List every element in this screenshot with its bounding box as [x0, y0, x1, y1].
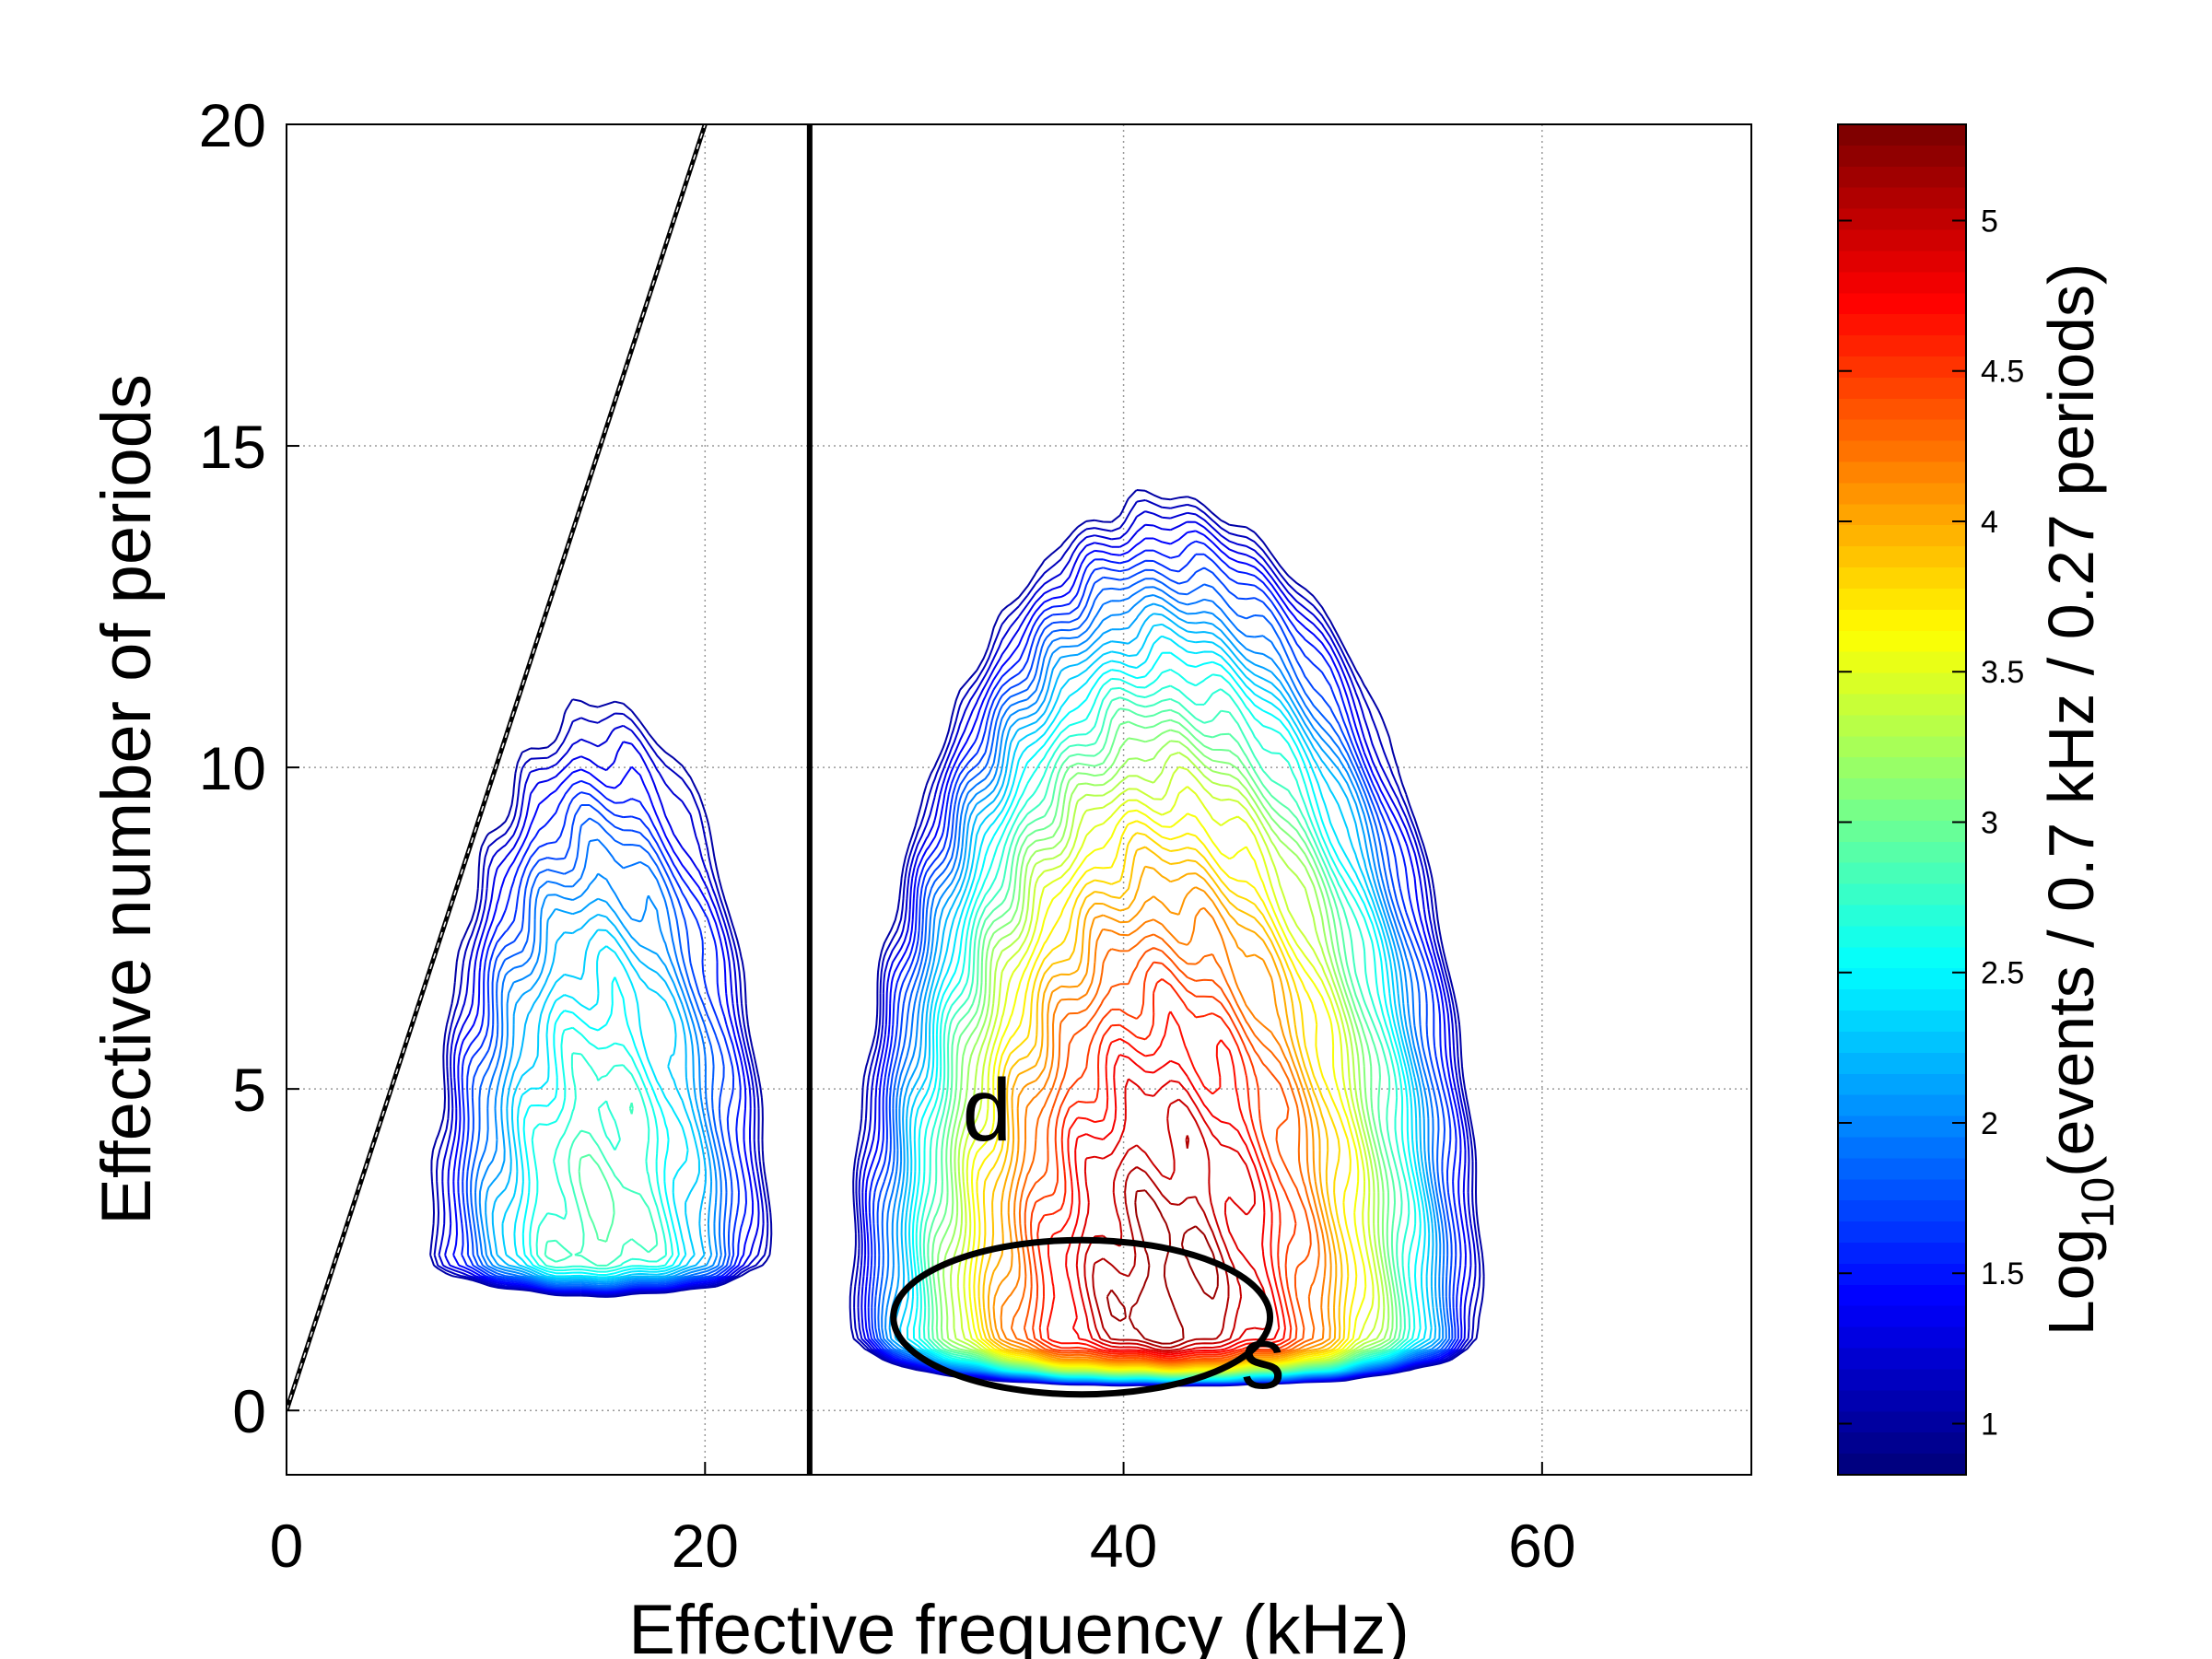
selection-ellipse [890, 1236, 1274, 1398]
overlays [287, 124, 1274, 1475]
annotations: ds [963, 1061, 1285, 1408]
contour-level-4.3 [1010, 933, 1320, 1364]
contour-level-2.5 [521, 651, 1422, 1381]
colorbar-tick-label: 4 [1981, 505, 1998, 540]
contour-level-2.6 [529, 668, 1417, 1380]
contour-level-3.7 [973, 820, 1358, 1372]
contour-level-3.5 [963, 786, 1375, 1373]
annotation-s: s [1241, 1309, 1285, 1408]
colorbar-tick-label: 3 [1981, 805, 1998, 840]
contour-level-5.0 [1083, 1098, 1243, 1351]
contour-level-4.5 [1030, 961, 1298, 1361]
colorbar-label-log: Log [2035, 1228, 2107, 1336]
colorbar-tick-label: 3.5 [1981, 655, 2024, 690]
annotation-d: d [963, 1061, 1012, 1160]
x-tick-label: 20 [672, 1512, 739, 1580]
y-tick-label: 0 [232, 1377, 266, 1445]
colorbar-tick-label: 2.5 [1981, 956, 2024, 991]
x-tick-label: 0 [270, 1512, 304, 1580]
colorbar-label-units: (events / 0.7 kHz / 0.27 periods) [2035, 263, 2107, 1177]
colorbar-tick-label: 1 [1981, 1407, 1998, 1442]
axis-ticks: 0 20 40 60 0 5 10 15 20 [199, 91, 1576, 1580]
colorbar-tick-label: 2 [1981, 1106, 1998, 1141]
x-tick-label: 40 [1090, 1512, 1157, 1580]
contour-level-2.8 [544, 696, 1406, 1378]
contour-level-2.7 [535, 684, 1410, 1379]
contour-level-4.4 [1023, 946, 1312, 1362]
colorbar-ticks: 1 1.5 2 2.5 3 3.5 4 4.5 5 [1838, 204, 2024, 1442]
x-tick-label: 60 [1508, 1512, 1575, 1580]
y-axis-label: Effective number of periods [88, 374, 166, 1225]
contour-level-2.4 [513, 635, 1427, 1382]
contour-level-5.1 [1092, 1135, 1230, 1349]
contour-level-4.6 [1036, 977, 1293, 1360]
contour-level-4.2 [1000, 906, 1327, 1365]
colorbar-label-subscript: 10 [2072, 1177, 2124, 1229]
y-tick-label: 10 [199, 734, 266, 802]
colorbar [1837, 123, 1967, 1476]
contour-level-4.7 [1047, 1011, 1286, 1358]
colorbar-tick-label: 1.5 [1981, 1256, 2024, 1291]
contour-level-3.9 [982, 846, 1343, 1369]
contour-level-4.1 [992, 886, 1332, 1366]
diagonal-limit-line-dash [287, 124, 706, 1411]
colorbar-tick-label: 4.5 [1981, 355, 2024, 390]
contour-level-3.1 [936, 729, 1394, 1376]
y-tick-label: 5 [232, 1056, 266, 1124]
contour-level-3.2 [942, 740, 1390, 1375]
plot-frame [286, 123, 1752, 1476]
contour-lines [429, 489, 1485, 1387]
colorbar-tick-label: 5 [1981, 204, 1998, 239]
contour-level-4.8 [1065, 1054, 1281, 1356]
contour-level-3.8 [977, 832, 1350, 1371]
colorbar-label: Log10(events / 0.7 kHz / 0.27 periods) [2035, 263, 2124, 1337]
x-axis-label: Effective frequency (kHz) [628, 1591, 1410, 1659]
y-tick-label: 20 [199, 91, 266, 159]
y-tick-label: 15 [199, 413, 266, 481]
contour-level-3.6 [968, 809, 1367, 1373]
